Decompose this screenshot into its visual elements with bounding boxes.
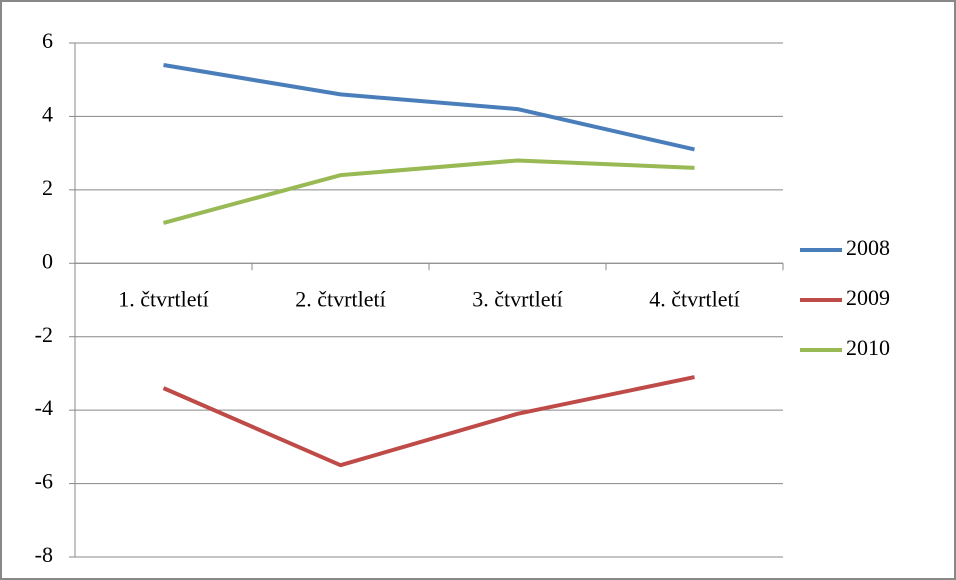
legend-label: 2010 [846, 335, 890, 360]
series-line [162, 158, 695, 225]
x-tick-label: 3. čtvrtletí [472, 286, 562, 311]
y-tick-label: 2 [42, 175, 53, 200]
y-tick-label: -2 [35, 322, 53, 347]
legend-label: 2009 [846, 285, 890, 310]
y-tick-label: 6 [42, 28, 53, 53]
y-tick-label: 0 [42, 248, 53, 273]
y-tick-label: 4 [42, 101, 53, 126]
legend-label: 2008 [846, 235, 890, 260]
y-tick-label: -4 [35, 395, 53, 420]
x-tick-label: 2. čtvrtletí [295, 286, 385, 311]
series-line [163, 63, 695, 152]
x-tick-label: 4. čtvrtletí [649, 286, 739, 311]
series-line [162, 375, 695, 468]
x-tick-label: 1. čtvrtletí [118, 286, 208, 311]
y-tick-label: -6 [35, 469, 53, 494]
y-tick-label: -8 [35, 542, 53, 567]
